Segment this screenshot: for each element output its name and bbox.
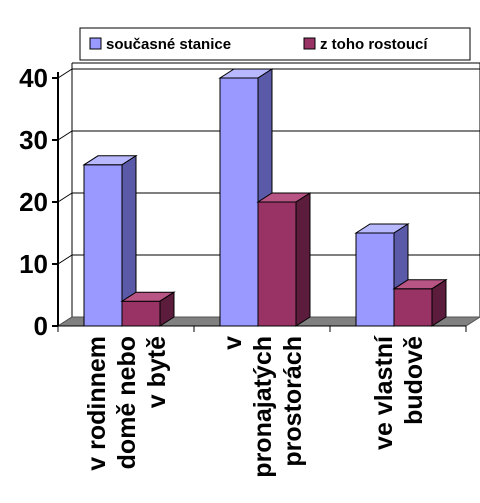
y-tick-label: 40 [19, 63, 48, 93]
bar-front [83, 164, 123, 327]
legend-label: současné stanice [106, 36, 231, 53]
bar-side [159, 291, 175, 327]
y-tick-label: 0 [34, 311, 48, 341]
chart-walls [71, 62, 480, 317]
bar-front [355, 232, 395, 327]
x-axis-labels: v rodinnem domě nebo v bytě v pronajatých pro… [57, 326, 467, 478]
gridline-side-30 [57, 130, 73, 141]
x-category-label: v bytě [143, 336, 171, 408]
y-tick-label: 20 [19, 187, 48, 217]
bar-front [393, 288, 433, 327]
x-category-label: v rodinnem [83, 336, 111, 471]
bar-side [431, 278, 447, 327]
legend-swatch [303, 37, 316, 50]
gridline-side-20 [57, 192, 73, 203]
x-category-label: prostorách [279, 336, 307, 467]
x-category-label: pronajatých [249, 336, 277, 478]
legend-swatch [89, 37, 102, 50]
bar-side [295, 192, 311, 327]
bars [82, 68, 448, 327]
x-category-label: ve vlastní [370, 335, 398, 450]
bar-front [121, 300, 161, 327]
bar-front [257, 201, 297, 327]
legend: současné stanice z toho rostoucí [79, 27, 471, 61]
y-tick-label: 10 [19, 249, 48, 279]
legend-box [79, 27, 471, 61]
bar [392, 278, 448, 327]
x-category-label: domě nebo [113, 336, 141, 469]
bar [256, 192, 312, 327]
bar [120, 291, 176, 327]
y-tick-label: 30 [19, 125, 48, 155]
gridline-side-40 [57, 68, 73, 79]
x-category-label: budově [400, 336, 428, 425]
bar-front [219, 77, 259, 327]
gridline-side-10 [57, 254, 73, 265]
x-category-label: v [219, 336, 247, 350]
legend-label: z toho rostoucí [320, 36, 428, 53]
y-axis: 0 10 20 30 40 [19, 63, 466, 341]
